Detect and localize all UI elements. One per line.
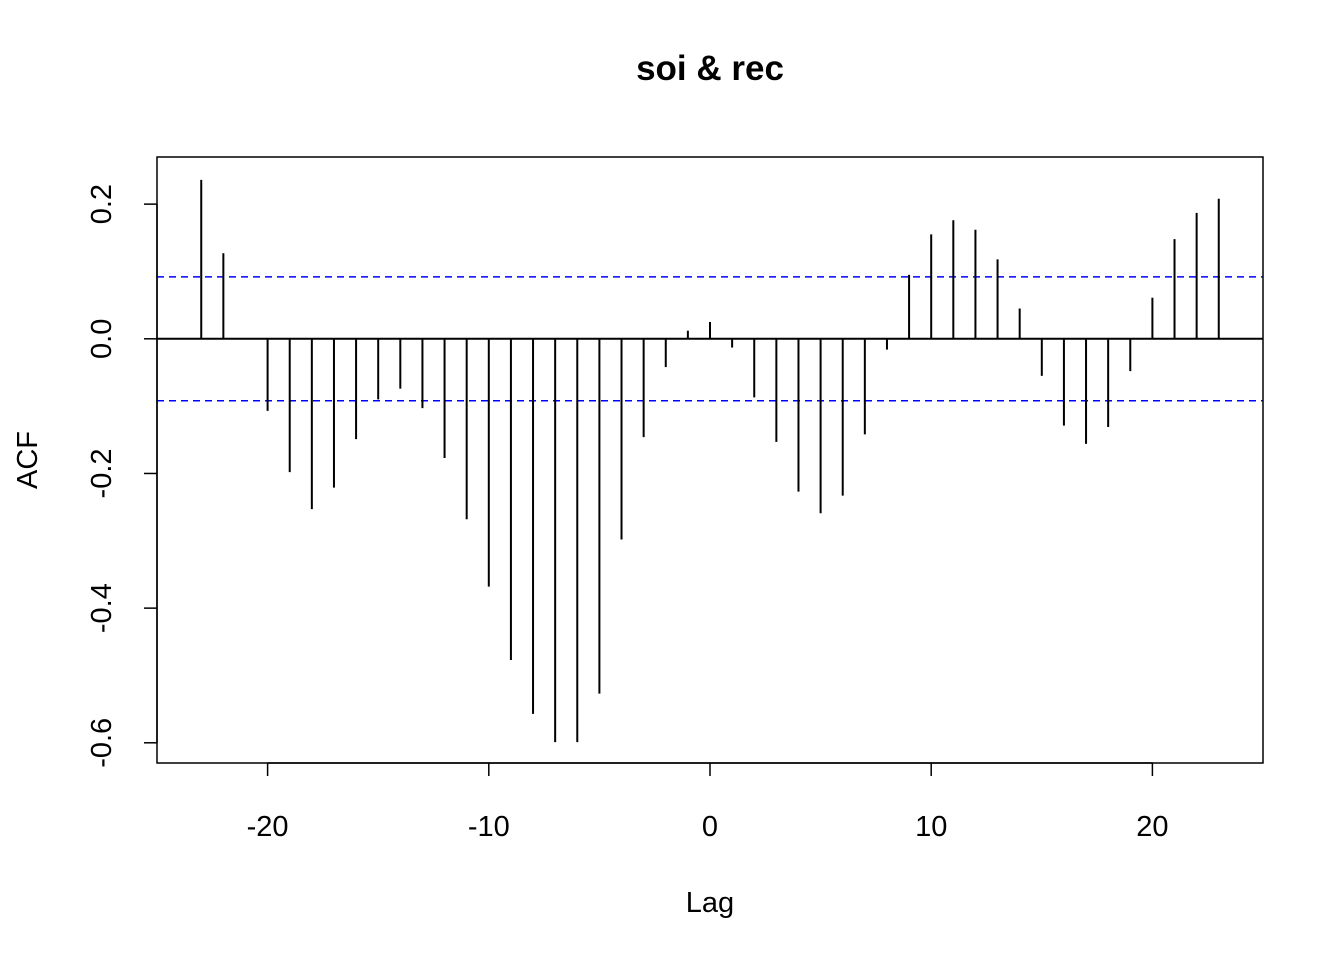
axes: -20 -10 0 10 20 -0.6 -0.4 -0.2 0.0 0.2 [86, 184, 1169, 843]
x-axis-label: Lag [686, 887, 734, 919]
y-tick-label: -0.2 [86, 448, 118, 498]
x-tick-label: -10 [468, 811, 510, 843]
plot-area [157, 179, 1263, 743]
y-tick-label: 0.2 [86, 184, 118, 224]
y-axis-label: ACF [12, 431, 44, 489]
y-tick-label: -0.4 [86, 583, 118, 633]
x-tick-label: 0 [702, 811, 718, 843]
chart-title: soi & rec [636, 49, 784, 88]
x-tick-label: 10 [915, 811, 947, 843]
y-tick-label: -0.6 [86, 718, 118, 768]
y-tick-label: 0.0 [86, 319, 118, 359]
x-tick-label: 20 [1136, 811, 1168, 843]
plot-frame [156, 156, 1264, 764]
x-tick-label: -20 [247, 811, 289, 843]
